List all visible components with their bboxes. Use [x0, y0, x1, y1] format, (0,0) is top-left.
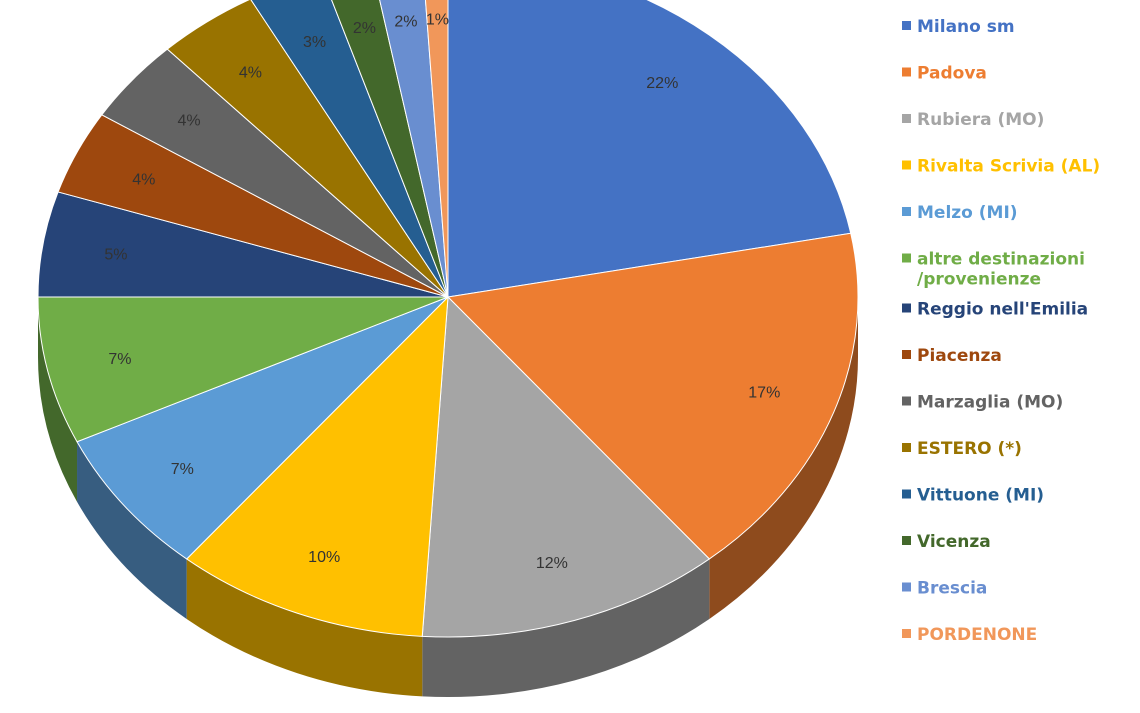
legend-label: ESTERO (*) — [917, 439, 1022, 459]
legend-swatch — [902, 350, 911, 359]
legend-swatch — [902, 67, 911, 77]
legend-label: Brescia — [917, 579, 987, 599]
legend-swatch — [902, 536, 911, 545]
pie-sides — [38, 297, 858, 698]
legend-label: altre destinazioni/provenienze — [917, 250, 1085, 290]
data-label: 5% — [104, 246, 127, 263]
slice-10 — [250, 0, 449, 298]
legend-label: Piacenza — [917, 346, 1002, 366]
legend-item: Marzaglia (MO) — [902, 393, 1063, 413]
slice-side-2 — [422, 558, 710, 698]
data-label: 3% — [303, 34, 326, 51]
data-label: 7% — [108, 351, 131, 368]
legend-label: Vittuone (MI) — [917, 486, 1044, 506]
legend-item: Vicenza — [902, 532, 991, 552]
data-label: 2% — [394, 13, 417, 30]
data-label: 10% — [308, 549, 340, 566]
slice-5 — [37, 296, 449, 443]
legend-swatch — [902, 629, 911, 638]
legend-item: Brescia — [902, 579, 987, 599]
legend-swatch — [902, 207, 911, 216]
legend-label: Milano sm — [917, 17, 1015, 37]
legend-item: Reggio nell'Emilia — [902, 300, 1088, 320]
legend-swatch — [902, 303, 911, 313]
legend-label: Marzaglia (MO) — [917, 393, 1063, 413]
data-label: 4% — [177, 112, 200, 129]
slice-0 — [447, 0, 852, 298]
slice-3 — [185, 295, 449, 637]
legend-swatch — [902, 489, 911, 499]
slice-side-3 — [186, 558, 423, 697]
legend-label: Melzo (MI) — [917, 203, 1018, 223]
legend-item: ESTERO (*) — [902, 439, 1022, 459]
legend-label: Rivalta Scrivia (AL) — [917, 157, 1100, 177]
legend-item: Rubiera (MO) — [902, 110, 1044, 130]
legend-swatch — [902, 396, 911, 406]
pie-slices — [37, 0, 859, 638]
pie-data-labels: 22% 17% 12% 10% 7% 7% 5% 4% 4% 4% 3% 2% 2% 1% — [104, 11, 780, 572]
legend-label: Vicenza — [917, 532, 991, 552]
data-label: 1% — [426, 11, 449, 28]
legend-item: Rivalta Scrivia (AL) — [902, 157, 1100, 177]
legend-item: Milano sm — [902, 17, 1015, 37]
legend-item: Melzo (MI) — [902, 203, 1018, 223]
legend-swatch — [902, 582, 911, 592]
data-label: 12% — [536, 555, 568, 572]
slice-side-4 — [77, 441, 187, 619]
data-label: 17% — [748, 384, 780, 401]
legend-item: Piacenza — [902, 346, 1002, 366]
legend-swatch — [902, 443, 911, 452]
slice-4 — [76, 296, 449, 560]
slice-9 — [166, 0, 449, 298]
legend-swatch — [902, 21, 911, 30]
legend-swatch — [902, 253, 911, 263]
data-label: 4% — [239, 64, 262, 81]
slice-13 — [424, 0, 449, 298]
legend-swatch — [902, 160, 911, 170]
legend-label: PORDENONE — [917, 625, 1037, 645]
slice-side-1 — [709, 297, 858, 619]
data-label: 22% — [646, 75, 678, 92]
data-label: 2% — [353, 20, 376, 37]
legend-item: Padova — [902, 64, 987, 84]
legend-item: PORDENONE — [902, 625, 1037, 645]
slice-11 — [331, 0, 449, 298]
legend: Milano sm Padova Rubiera (MO) Rivalta Scriv… — [902, 17, 1100, 645]
data-label: 4% — [132, 171, 155, 188]
data-label: 7% — [171, 461, 194, 478]
legend-label: Padova — [917, 64, 987, 84]
legend-label: Rubiera (MO) — [917, 110, 1044, 130]
slice-side-5 — [38, 297, 78, 502]
legend-item: Vittuone (MI) — [902, 486, 1044, 506]
legend-label: Reggio nell'Emilia — [917, 300, 1088, 320]
legend-swatch — [902, 114, 911, 123]
slice-1 — [446, 232, 859, 560]
legend-item: altre destinazioni/provenienze — [902, 250, 1085, 290]
slice-2 — [421, 295, 711, 638]
